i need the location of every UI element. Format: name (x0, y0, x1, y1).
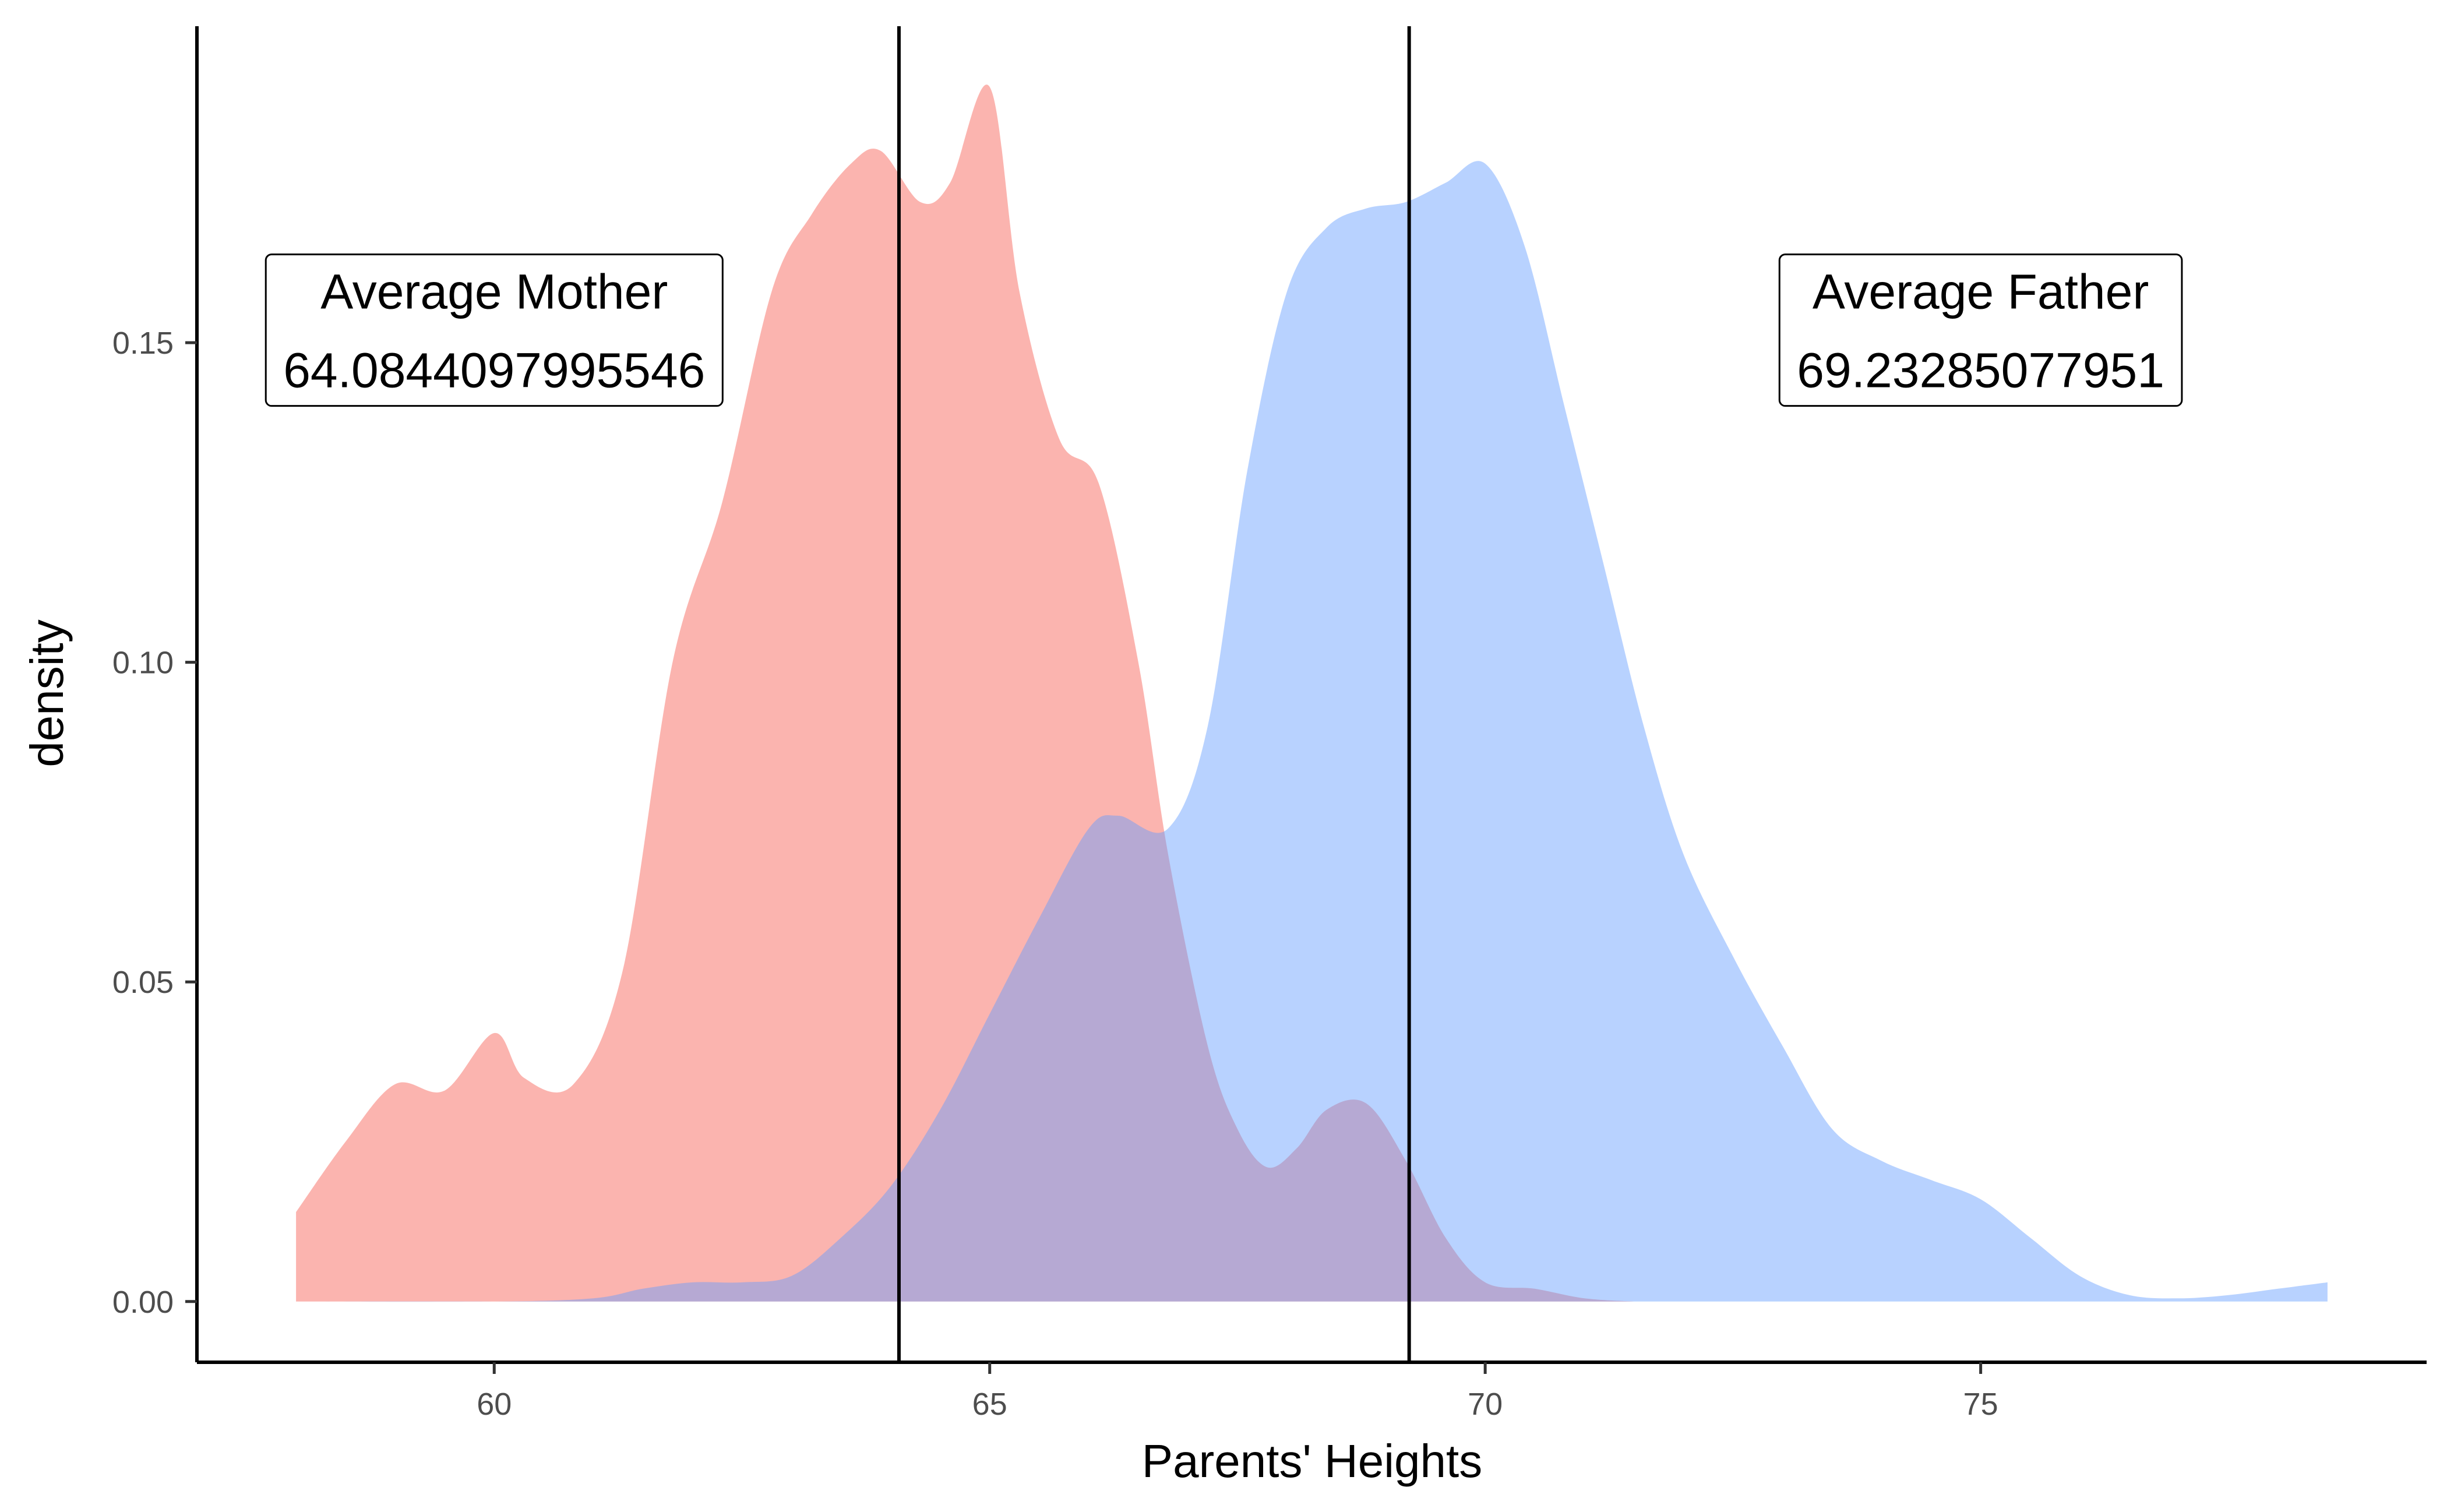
y-tick-label: 0.15 (112, 326, 174, 361)
density-areas (296, 84, 2328, 1302)
annotation-labels: Average Mother 64.0844097995546 Average Fa… (265, 253, 2183, 407)
x-tick-label: 70 (1468, 1387, 1503, 1422)
x-tick-label: 65 (972, 1387, 1007, 1422)
annotation-title: Average Father (1813, 265, 2149, 319)
annotation-box (1778, 253, 2183, 407)
annotation-2: Average Father 69.23285077951 (1778, 253, 2183, 407)
y-tick-label: 0.10 (112, 646, 174, 681)
annotation-value: 69.23285077951 (1797, 343, 2164, 398)
density-area-2 (296, 161, 2328, 1302)
annotation-box (265, 253, 724, 407)
annotation-title: Average Mother (320, 265, 668, 319)
y-axis-ticks: 0.00 0.05 0.10 0.15 (112, 326, 197, 1320)
x-axis-ticks: 60 65 70 75 (477, 1362, 1998, 1422)
density-area-1 (296, 84, 1634, 1302)
mean-lines (897, 26, 1411, 1362)
y-axis-title: density (21, 619, 73, 767)
annotation-value: 64.0844097995546 (283, 343, 705, 398)
x-axis-title: Parents' Heights (1142, 1435, 1482, 1487)
annotation-1: Average Mother 64.0844097995546 (265, 253, 724, 407)
y-tick-label: 0.00 (112, 1285, 174, 1320)
x-tick-label: 75 (1963, 1387, 1998, 1422)
y-tick-label: 0.05 (112, 965, 174, 1000)
x-tick-label: 60 (477, 1387, 512, 1422)
